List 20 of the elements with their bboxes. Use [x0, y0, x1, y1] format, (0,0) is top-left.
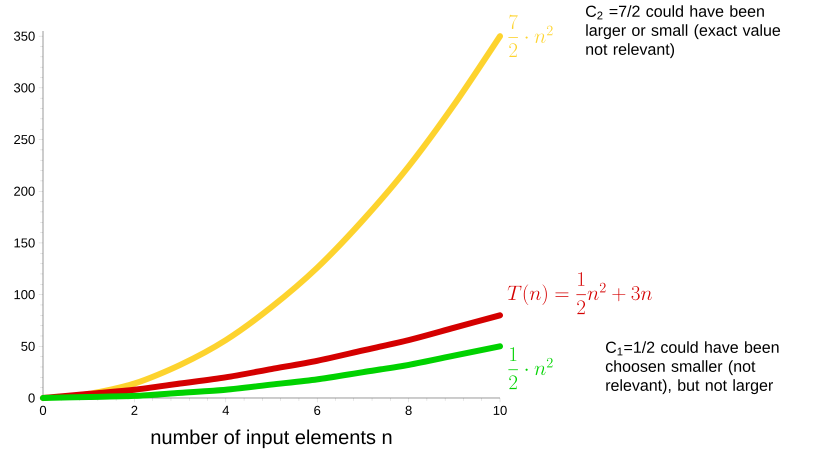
x-tick-label: 2	[131, 406, 138, 415]
x-tick-label: 8	[406, 406, 412, 416]
y-tick-label: 50	[21, 342, 35, 351]
y-tick-label: 250	[14, 134, 35, 144]
y-tick-label: 100	[14, 290, 35, 300]
x-tick-label: 10	[494, 406, 507, 416]
text: C$_{2}$ =7/2 could have been larger or small (exact value not relevant)	[586, 5, 780, 58]
x-tick-label: 0	[40, 406, 46, 416]
text: C$_{1}$=1/2 could have been choosen smaller (not relevant), but not larger	[606, 341, 779, 394]
series-label: $\dfrac{1}{2}\cdot n^2$	[508, 347, 553, 390]
x-tick-label: 4	[222, 406, 230, 415]
y-tick-label: 150	[14, 238, 35, 248]
y-tick-label: 0	[28, 393, 35, 403]
x-tick-label: 6	[314, 406, 320, 416]
series-label: $\dfrac{7}{2}\cdot n^2$	[508, 14, 553, 57]
y-tick-label: 350	[14, 32, 35, 41]
y-tick-label: 200	[14, 186, 35, 196]
x-axis-title: number of input elements n	[152, 430, 392, 448]
y-tick-label: 300	[14, 83, 35, 92]
series-label: $T(n) = \dfrac{1}{2}n^2 + 3n$	[508, 272, 652, 314]
